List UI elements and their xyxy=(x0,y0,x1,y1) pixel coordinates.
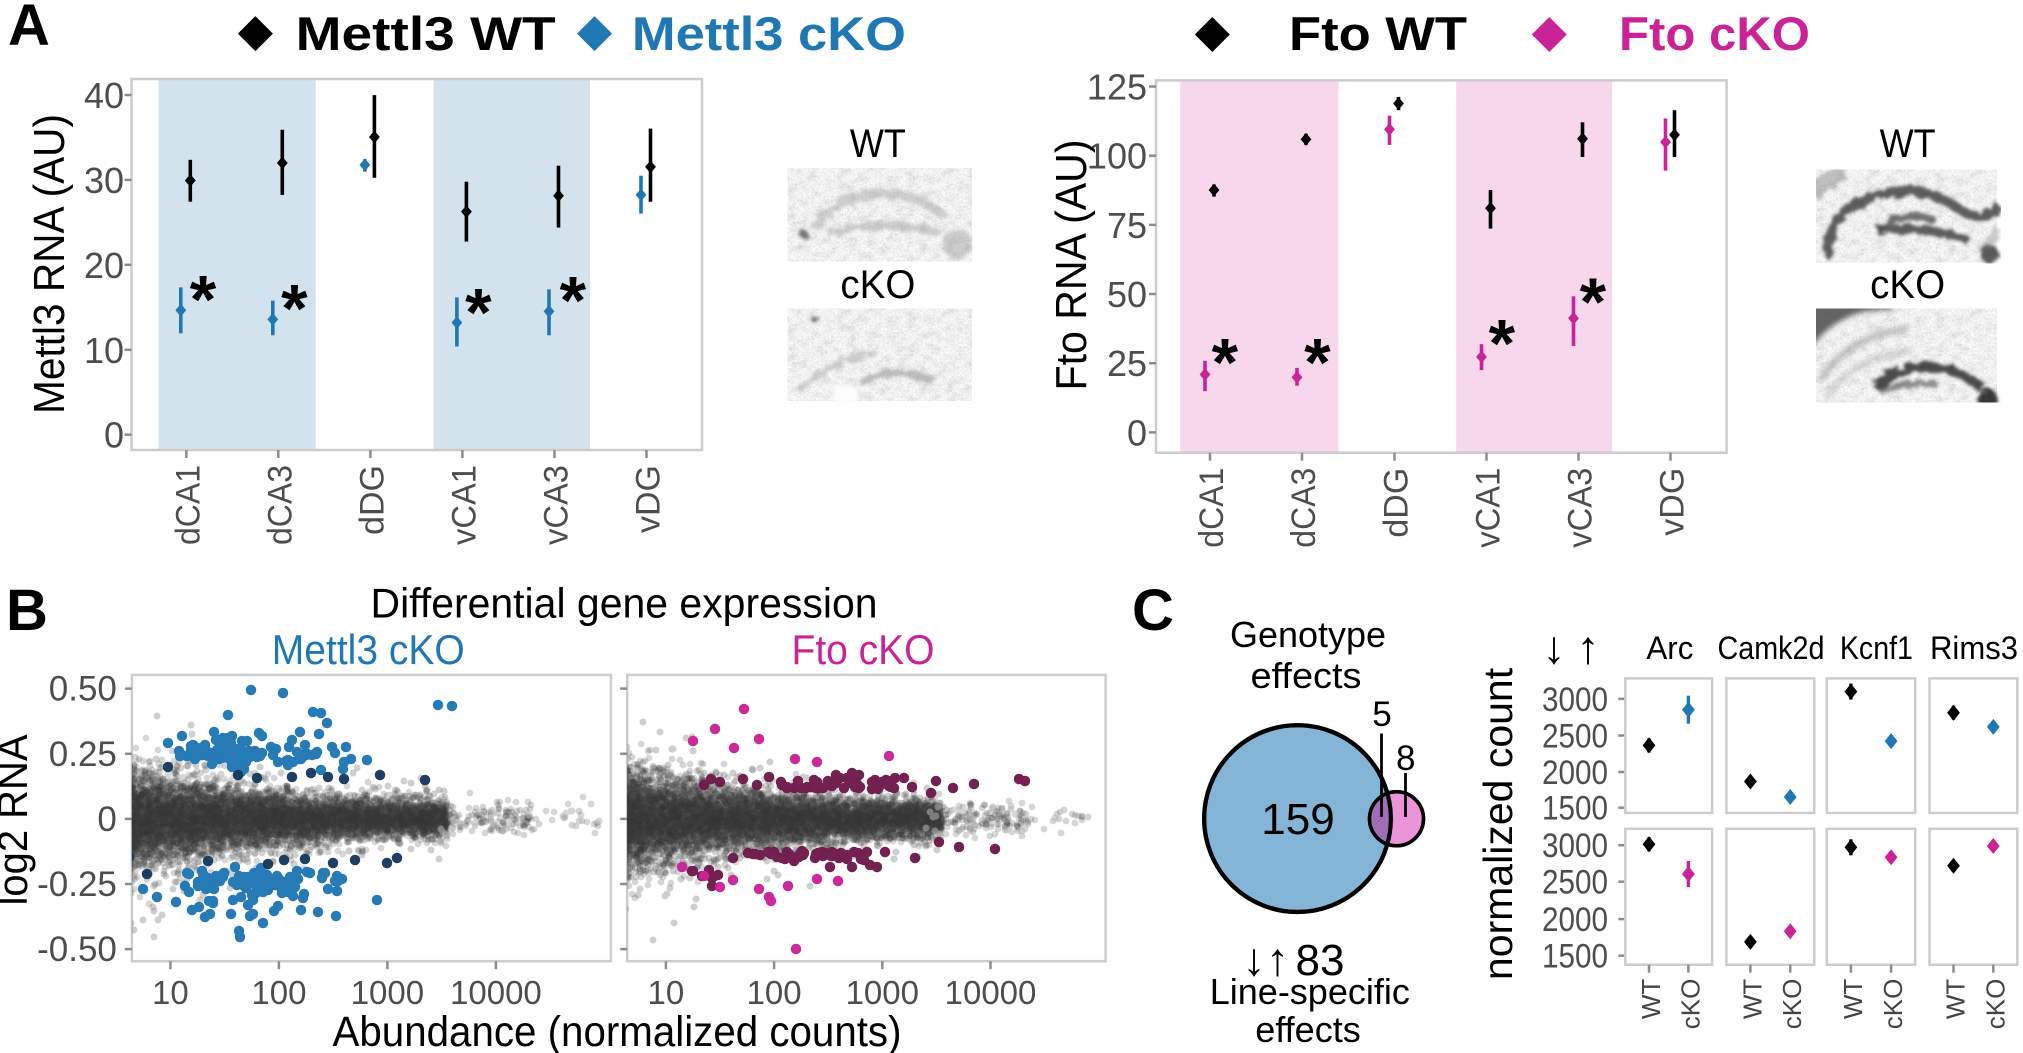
svg-text:5: 5 xyxy=(1372,695,1391,734)
svg-text:Fto RNA (AU): Fto RNA (AU) xyxy=(1047,140,1096,391)
svg-text:1500: 1500 xyxy=(1542,790,1608,828)
svg-text:cKO: cKO xyxy=(840,263,915,307)
svg-text:effects: effects xyxy=(1251,655,1362,696)
svg-text:8: 8 xyxy=(1396,739,1415,778)
svg-text:cKO: cKO xyxy=(1980,979,2010,1030)
svg-text:Mettl3 cKO: Mettl3 cKO xyxy=(272,626,465,673)
svg-text:Line-specific: Line-specific xyxy=(1210,971,1410,1012)
svg-text:*: * xyxy=(1304,325,1331,401)
svg-text:Fto WT: Fto WT xyxy=(1289,7,1467,60)
svg-text:WT: WT xyxy=(850,122,906,166)
svg-text:*: * xyxy=(281,271,308,347)
svg-text:dCA3: dCA3 xyxy=(1285,468,1323,548)
svg-text:cKO: cKO xyxy=(1777,979,1807,1030)
svg-text:10000: 10000 xyxy=(450,974,542,1011)
svg-text:vDG: vDG xyxy=(630,465,668,533)
svg-text:WT: WT xyxy=(1838,979,1868,1020)
svg-text:25: 25 xyxy=(1107,343,1147,384)
svg-text:↓: ↓ xyxy=(1243,933,1266,985)
svg-text:dCA1: dCA1 xyxy=(1193,468,1231,548)
svg-text:40: 40 xyxy=(84,75,124,116)
svg-text:dDG: dDG xyxy=(1378,468,1416,538)
svg-text:*: * xyxy=(465,274,492,350)
svg-text:0: 0 xyxy=(97,800,116,839)
svg-text:dCA1: dCA1 xyxy=(169,465,207,545)
svg-text:dDG: dDG xyxy=(353,465,391,535)
svg-text:3000: 3000 xyxy=(1542,681,1608,719)
svg-text:10: 10 xyxy=(84,330,124,371)
svg-text:*: * xyxy=(190,262,217,338)
svg-text:Mettl3 RNA (AU): Mettl3 RNA (AU) xyxy=(25,114,74,414)
svg-text:20: 20 xyxy=(84,245,124,286)
svg-text:*: * xyxy=(1580,264,1607,340)
svg-text:1000: 1000 xyxy=(351,974,424,1011)
svg-text:Genotype: Genotype xyxy=(1230,614,1386,655)
svg-text:100: 100 xyxy=(1087,136,1147,177)
svg-text:Mettl3 cKO: Mettl3 cKO xyxy=(632,7,906,60)
svg-text:cKO: cKO xyxy=(1878,979,1908,1030)
svg-text:Rims3: Rims3 xyxy=(1930,630,2018,666)
svg-text:vCA1: vCA1 xyxy=(445,465,483,545)
svg-text:WT: WT xyxy=(1636,979,1666,1020)
svg-text:↑: ↑ xyxy=(1577,621,1600,673)
svg-text:dCA3: dCA3 xyxy=(261,465,299,545)
svg-text:75: 75 xyxy=(1107,205,1147,246)
svg-text:0: 0 xyxy=(104,415,124,456)
svg-text:125: 125 xyxy=(1087,67,1147,108)
svg-text:*: * xyxy=(560,262,587,338)
svg-text:1000: 1000 xyxy=(846,974,919,1011)
svg-text:10000: 10000 xyxy=(945,974,1037,1011)
svg-text:A: A xyxy=(8,0,50,58)
svg-text:Kcnf1: Kcnf1 xyxy=(1840,630,1913,666)
svg-text:*: * xyxy=(1212,325,1239,401)
svg-text:log2 RNA: log2 RNA xyxy=(0,735,36,906)
svg-text:100: 100 xyxy=(747,974,802,1011)
svg-text:cKO: cKO xyxy=(1675,979,1705,1030)
svg-text:normalized count: normalized count xyxy=(1475,667,1521,980)
svg-text:vCA1: vCA1 xyxy=(1470,468,1508,548)
svg-text:*: * xyxy=(1489,306,1516,382)
svg-text:Fto cKO: Fto cKO xyxy=(792,626,935,673)
svg-text:C: C xyxy=(1132,578,1174,643)
svg-text:Fto cKO: Fto cKO xyxy=(1619,7,1810,60)
svg-text:WT: WT xyxy=(1941,979,1971,1020)
svg-text:10: 10 xyxy=(648,974,685,1011)
svg-text:2500: 2500 xyxy=(1542,864,1608,902)
svg-text:B: B xyxy=(6,578,48,643)
svg-text:3000: 3000 xyxy=(1542,827,1608,865)
svg-text:83: 83 xyxy=(1296,936,1345,985)
svg-text:WT: WT xyxy=(1737,979,1767,1020)
svg-text:0.50: 0.50 xyxy=(49,670,117,709)
svg-text:0.25: 0.25 xyxy=(49,735,117,774)
svg-text:10: 10 xyxy=(152,974,189,1011)
svg-text:2000: 2000 xyxy=(1542,754,1608,792)
svg-text:50: 50 xyxy=(1107,274,1147,315)
svg-text:100: 100 xyxy=(251,974,306,1011)
svg-text:0: 0 xyxy=(1127,412,1147,453)
svg-text:Abundance (normalized counts): Abundance (normalized counts) xyxy=(333,1008,902,1053)
svg-text:Differential gene expression: Differential gene expression xyxy=(371,580,878,627)
svg-text:WT: WT xyxy=(1880,122,1936,166)
svg-text:Camk2d: Camk2d xyxy=(1718,630,1825,666)
svg-text:↑: ↑ xyxy=(1266,933,1289,985)
svg-text:↓: ↓ xyxy=(1543,621,1566,673)
svg-text:2000: 2000 xyxy=(1542,901,1608,939)
svg-text:Arc: Arc xyxy=(1646,630,1693,666)
svg-text:2500: 2500 xyxy=(1542,718,1608,756)
svg-text:1500: 1500 xyxy=(1542,938,1608,976)
svg-text:Mettl3 WT: Mettl3 WT xyxy=(296,7,556,60)
svg-text:vCA3: vCA3 xyxy=(538,465,576,545)
svg-text:vCA3: vCA3 xyxy=(1562,468,1600,548)
svg-text:effects: effects xyxy=(1255,1009,1360,1050)
svg-text:159: 159 xyxy=(1261,795,1334,844)
svg-text:-0.25: -0.25 xyxy=(37,865,117,904)
svg-text:cKO: cKO xyxy=(1870,263,1945,307)
svg-text:30: 30 xyxy=(84,160,124,201)
svg-text:vDG: vDG xyxy=(1654,468,1692,536)
svg-text:-0.50: -0.50 xyxy=(37,930,117,969)
